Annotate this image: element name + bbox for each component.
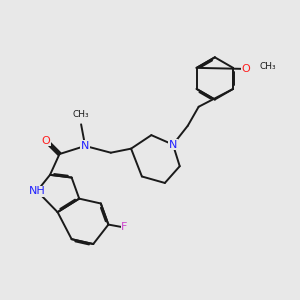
Text: N: N: [81, 141, 89, 151]
Text: CH₃: CH₃: [73, 110, 89, 119]
Text: N: N: [169, 140, 177, 150]
Text: O: O: [42, 136, 50, 146]
Text: NH: NH: [29, 186, 45, 196]
Text: F: F: [121, 223, 127, 232]
Text: CH₃: CH₃: [260, 62, 276, 71]
Text: O: O: [242, 64, 250, 74]
